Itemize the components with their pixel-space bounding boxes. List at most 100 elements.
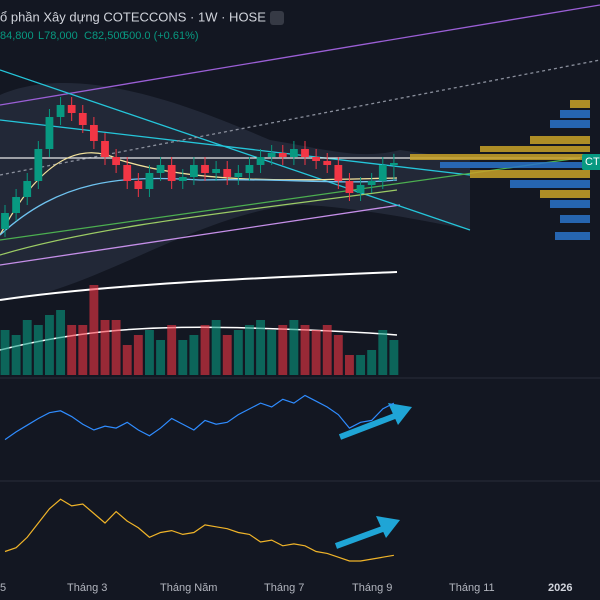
x-tick-label: Tháng 11 bbox=[449, 582, 495, 594]
volume-bar bbox=[378, 330, 388, 375]
x-tick-label: 5 bbox=[0, 582, 6, 594]
arrow bbox=[334, 524, 390, 549]
volume-bar bbox=[311, 330, 321, 375]
candle-body bbox=[12, 197, 20, 213]
volume-bar bbox=[222, 335, 232, 375]
candle-body bbox=[190, 165, 198, 177]
x-tick-label: Tháng 7 bbox=[264, 582, 304, 594]
volume-bar bbox=[233, 330, 243, 375]
candle-body bbox=[134, 181, 143, 189]
candle-body bbox=[323, 161, 332, 165]
volume-bar bbox=[89, 285, 99, 375]
candle-body bbox=[345, 181, 354, 193]
candle-body bbox=[334, 165, 343, 181]
candle-body bbox=[290, 149, 298, 157]
candle-body bbox=[1, 213, 9, 229]
trend-line bbox=[0, 204, 401, 266]
candle-body bbox=[56, 105, 65, 117]
volume-bar bbox=[100, 320, 110, 375]
candle-body bbox=[301, 149, 309, 157]
candle-body bbox=[67, 105, 76, 113]
x-tick-label: Tháng Năm bbox=[160, 582, 217, 594]
x-tick-label: Tháng 3 bbox=[67, 582, 107, 594]
price-tag bbox=[582, 154, 600, 170]
price-tag-text: CTD bbox=[585, 156, 600, 168]
indicator-line bbox=[4, 498, 394, 562]
ohlc-close: C82,500 bbox=[84, 30, 126, 42]
candle-body bbox=[312, 157, 320, 161]
candle-body bbox=[145, 173, 154, 189]
volume-bar bbox=[345, 355, 354, 375]
ohlc-change: 500.0 (+0.61%) bbox=[123, 30, 199, 42]
ma-line bbox=[0, 271, 398, 301]
volume-bar bbox=[167, 325, 177, 375]
volume-bar bbox=[122, 345, 132, 375]
indicator-line bbox=[4, 394, 395, 441]
candle-body bbox=[378, 165, 387, 181]
ohlc-high: 84,800 bbox=[0, 30, 34, 42]
volume-bar bbox=[333, 335, 343, 375]
candle-body bbox=[234, 173, 243, 177]
volume-bar bbox=[0, 330, 10, 375]
candle-body bbox=[101, 141, 109, 157]
volume-bar bbox=[289, 320, 299, 375]
candle-body bbox=[256, 157, 265, 165]
candle-body bbox=[201, 165, 209, 173]
ohlc-low: L78,000 bbox=[38, 30, 78, 42]
volume-bar bbox=[267, 330, 277, 375]
candle-body bbox=[223, 169, 232, 177]
candle-body bbox=[390, 163, 398, 165]
trend-line bbox=[0, 4, 600, 106]
volume-bar bbox=[278, 325, 288, 375]
collapse-button[interactable] bbox=[270, 11, 284, 25]
volume-bar bbox=[133, 335, 143, 375]
candle-body bbox=[90, 125, 98, 141]
volume-bar bbox=[322, 325, 332, 375]
candle-body bbox=[278, 153, 287, 157]
candle-body bbox=[34, 149, 43, 181]
candle-body bbox=[23, 181, 32, 197]
volume-bar bbox=[189, 335, 199, 375]
arrow bbox=[338, 411, 402, 440]
volume-bar bbox=[389, 340, 399, 375]
x-tick-label: Tháng 9 bbox=[352, 582, 392, 594]
candle-body bbox=[167, 165, 176, 181]
volume-bar bbox=[211, 320, 221, 375]
x-tick-label: 2026 bbox=[548, 582, 572, 594]
volume-bar bbox=[33, 325, 43, 375]
trend-line bbox=[0, 154, 600, 241]
volume-profile bbox=[410, 100, 590, 240]
band bbox=[0, 83, 470, 300]
candle-body bbox=[123, 165, 132, 181]
arrow-head bbox=[376, 516, 400, 538]
volume-bar bbox=[367, 350, 377, 375]
volume-bar bbox=[11, 335, 21, 375]
candle-body bbox=[267, 153, 276, 157]
candle-body bbox=[245, 165, 254, 173]
candle-body bbox=[112, 157, 120, 165]
volume-bar bbox=[22, 320, 32, 375]
chart-title: ổ phần Xây dựng COTECCONS · 1W · HOSE bbox=[0, 9, 266, 24]
volume-bar bbox=[156, 340, 165, 375]
volume-bar bbox=[300, 325, 310, 375]
volume-bar bbox=[178, 340, 188, 375]
volume-bar bbox=[67, 325, 77, 375]
candle-body bbox=[356, 185, 365, 193]
ma-line bbox=[0, 189, 398, 256]
candle-body bbox=[212, 169, 220, 173]
candle-body bbox=[367, 181, 376, 185]
candle-body bbox=[178, 177, 187, 181]
volume-bar bbox=[145, 330, 154, 375]
ma-line bbox=[0, 177, 398, 236]
arrow-head bbox=[388, 403, 412, 425]
candle-body bbox=[156, 165, 165, 173]
volume-bar bbox=[78, 325, 88, 375]
volume-bar bbox=[111, 320, 121, 375]
volume-bar bbox=[200, 325, 210, 375]
volume-bar bbox=[245, 325, 254, 375]
volume-bar bbox=[256, 320, 265, 375]
trend-line bbox=[0, 119, 471, 176]
candle-body bbox=[45, 117, 54, 149]
